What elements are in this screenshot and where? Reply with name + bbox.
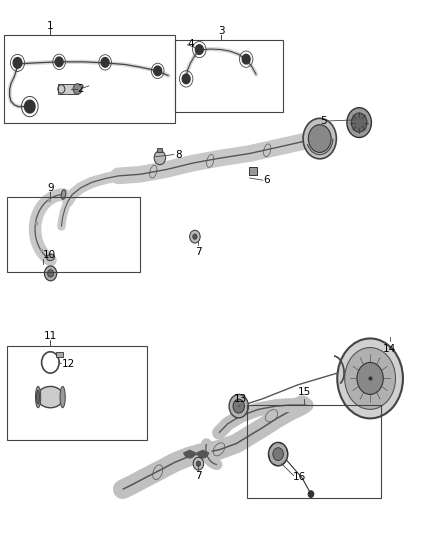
Text: 5: 5 — [320, 116, 327, 126]
Circle shape — [229, 394, 248, 418]
Text: 2: 2 — [78, 84, 84, 94]
Bar — [56, 352, 63, 357]
Text: 15: 15 — [298, 386, 311, 397]
Bar — [249, 167, 257, 175]
Text: 1: 1 — [47, 21, 54, 30]
Bar — [58, 84, 78, 94]
Circle shape — [154, 66, 162, 76]
Circle shape — [347, 108, 371, 138]
Circle shape — [303, 118, 336, 159]
Text: 3: 3 — [218, 26, 225, 36]
Bar — [7, 346, 147, 440]
Circle shape — [308, 491, 314, 497]
Circle shape — [101, 58, 109, 67]
Text: 7: 7 — [195, 247, 202, 257]
Text: 13: 13 — [233, 394, 247, 404]
Circle shape — [154, 151, 166, 165]
Circle shape — [190, 230, 200, 243]
Circle shape — [196, 461, 201, 466]
Circle shape — [73, 84, 82, 94]
Ellipse shape — [37, 386, 64, 408]
Text: 6: 6 — [264, 175, 270, 185]
Circle shape — [357, 362, 383, 394]
Text: 10: 10 — [43, 250, 56, 260]
Text: 12: 12 — [62, 359, 75, 368]
Ellipse shape — [36, 390, 39, 404]
Circle shape — [345, 348, 396, 409]
Wedge shape — [197, 450, 208, 458]
Circle shape — [193, 234, 197, 239]
Text: 11: 11 — [44, 331, 57, 341]
Ellipse shape — [35, 386, 41, 408]
Circle shape — [233, 399, 244, 413]
Text: 16: 16 — [293, 472, 306, 482]
Circle shape — [47, 270, 53, 277]
Circle shape — [268, 442, 288, 466]
Circle shape — [273, 448, 283, 461]
Text: 9: 9 — [47, 183, 54, 192]
Text: 4: 4 — [187, 39, 194, 49]
Circle shape — [44, 266, 57, 281]
Bar — [157, 148, 162, 152]
Text: 8: 8 — [175, 150, 181, 159]
Bar — [247, 405, 381, 498]
Circle shape — [308, 125, 331, 152]
Ellipse shape — [60, 386, 65, 408]
Circle shape — [351, 113, 367, 132]
Wedge shape — [184, 450, 195, 458]
Bar — [7, 197, 140, 272]
Circle shape — [25, 100, 35, 113]
Circle shape — [242, 54, 250, 64]
Circle shape — [337, 338, 403, 418]
Circle shape — [55, 57, 63, 67]
Circle shape — [195, 45, 203, 54]
Ellipse shape — [47, 254, 54, 261]
Circle shape — [13, 58, 22, 68]
Text: 14: 14 — [383, 344, 396, 354]
Text: 7: 7 — [195, 471, 202, 481]
Bar — [175, 40, 283, 112]
Circle shape — [182, 74, 190, 84]
Ellipse shape — [61, 190, 66, 199]
Bar — [4, 35, 175, 123]
Circle shape — [193, 457, 204, 470]
